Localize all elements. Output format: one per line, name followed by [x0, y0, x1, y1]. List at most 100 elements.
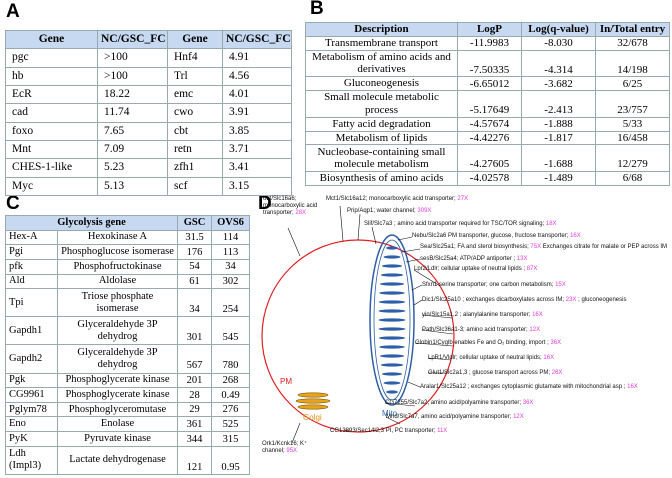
transporter-text: Mct1/Slc16a12; monocarboxylic acid trans…	[326, 196, 456, 202]
panel-label: C	[6, 193, 20, 214]
fold-change: 28X	[295, 210, 307, 216]
cell: -1.688	[521, 144, 596, 173]
fold-change: 26X	[551, 370, 563, 376]
golgi-label: Golgi	[303, 413, 322, 422]
row: Eno Enolase 361 525	[5, 416, 251, 433]
connector	[401, 248, 421, 253]
crista	[380, 363, 404, 367]
transporter-text: Ork1/Kcnk16; K⁺ channel;	[262, 441, 308, 454]
crista	[378, 327, 406, 331]
cell: Hex-A	[5, 229, 58, 246]
cell: zfh1	[167, 158, 223, 178]
cell: 0.49	[211, 387, 251, 403]
row: Myc 5.13 scf 3.15	[5, 176, 292, 197]
transporter-text: Sea/Slc25a1; FA and sterol biosynthesis;	[420, 244, 529, 250]
crista	[378, 318, 406, 322]
row: PyK Pyruvate kinase 344 315	[5, 431, 251, 447]
cell: scf	[167, 176, 223, 197]
connector	[413, 299, 423, 306]
row: Pglym78 Phosphoglyceromutase 29 276	[5, 401, 251, 418]
cell: 6/25	[595, 76, 670, 92]
header-cell: NC/GSC_FC	[97, 29, 168, 50]
cell: 176	[177, 244, 213, 260]
cell: 3.85	[222, 121, 292, 141]
transporter-label: Sea/Slc25a1; FA and sterol biosynthesis;…	[420, 244, 667, 251]
row: Tpi Triose phosphate isomerase 34 254	[5, 288, 251, 318]
transporter-label: Slif/Slc7a3 ; amino acid transporter req…	[364, 221, 557, 228]
transporter-text: LpR1/Vldlr; cellular uptake of neutral l…	[428, 355, 542, 361]
cell: 32/678	[595, 35, 670, 51]
fold-change: 36X	[550, 340, 562, 346]
row: hb >100 Trl 4.56	[5, 66, 292, 86]
cell: 114	[211, 229, 251, 246]
golgi-cisterna	[297, 404, 329, 410]
cell: 276	[211, 401, 251, 418]
header-cell: Log(q-value)	[521, 22, 596, 37]
row: Gluconeogenesis -6.65012 -3.682 6/25	[305, 76, 670, 92]
transporter-text: Aralar1/Slc25a12 ; exchanges cytoplasmic…	[420, 384, 626, 390]
cell: Myc	[5, 176, 98, 197]
cell: 4.56	[222, 66, 292, 86]
cell: 315	[211, 431, 251, 447]
fold-change: 15X	[555, 282, 566, 288]
golgi-cisterna	[295, 398, 331, 404]
cell: pgc	[5, 48, 98, 68]
cell: Tpi	[5, 288, 58, 318]
connector	[413, 269, 441, 287]
row: CG9961 Phosphoglycerate kinase 28 0.49	[5, 387, 251, 403]
cell: -1.489	[521, 171, 596, 186]
cell: 3.71	[222, 139, 292, 160]
transporter-text: CG7255/Slc7a2, amino acid/polyamine tran…	[385, 400, 522, 406]
cell: 361	[177, 416, 213, 433]
cell: cwo	[167, 103, 223, 123]
row: Metabolism of lipids -4.42276 -1.817 16/458	[305, 130, 670, 146]
fold-change: 87X	[526, 266, 538, 272]
header-cell: Gene	[5, 29, 98, 50]
crista	[381, 372, 403, 376]
header-row: Glycolysis gene GSC OVS6	[4, 215, 251, 231]
cell: -11.9983	[457, 35, 522, 51]
cell: Glyceraldehyde 3P dehydrog	[56, 316, 179, 346]
cell: -4.57674	[457, 116, 522, 132]
cell: CHES-1-like	[5, 158, 98, 178]
header-cell: In/Total entry	[595, 22, 670, 37]
cell: -4.27605	[457, 144, 522, 173]
cell: 301	[177, 316, 213, 346]
cell: Transmembrane transport	[305, 35, 458, 51]
header-cell: Gene	[167, 29, 223, 50]
connector	[357, 213, 361, 241]
transporter-label: Aralar1/Slc25a12 ; exchanges cytoplasmic…	[420, 384, 638, 391]
fold-change: 75X	[530, 244, 542, 250]
mito-label: Mito	[382, 409, 398, 418]
cell: 11.74	[97, 103, 168, 123]
connector	[339, 205, 344, 242]
cell: cbt	[167, 121, 223, 141]
header-cell: GSC	[177, 215, 213, 231]
transporter-text: sesB/Slc25a4; ATP/ADP antiporter ;	[420, 256, 516, 262]
crista	[381, 264, 403, 268]
fold-change: 18X	[545, 221, 557, 227]
row: Mnt 7.09 retn 3.71	[5, 139, 292, 160]
cell: Pgk	[5, 372, 58, 389]
cell: 3.91	[222, 103, 292, 123]
connector	[427, 357, 452, 361]
cell: 18.22	[97, 84, 168, 105]
cell: PyK	[5, 431, 58, 447]
cell: 121	[177, 445, 213, 476]
crista	[378, 309, 406, 313]
cell: Phosphofructokinase	[56, 258, 179, 275]
row: Metabolism of amino acids and derivative…	[305, 49, 670, 78]
mito-inner-membrane	[373, 239, 411, 401]
transporter-note: ; gluconeogenesis	[578, 297, 627, 303]
connector	[371, 226, 377, 245]
transporter-text: CG13893/Sec14l2,3 PI, PC transporter;	[330, 428, 436, 434]
fold-change: 309X	[417, 208, 432, 214]
cell: 29	[177, 401, 213, 418]
transporter-text: Prip/Aqp1; water channel;	[347, 208, 416, 214]
cell: 0.95	[211, 445, 251, 476]
cell: -7.50335	[457, 49, 522, 78]
cell: 16/458	[595, 130, 670, 146]
header-cell: NC/GSC_FC	[222, 29, 292, 50]
cell: >100	[97, 66, 168, 86]
crista	[379, 345, 405, 349]
